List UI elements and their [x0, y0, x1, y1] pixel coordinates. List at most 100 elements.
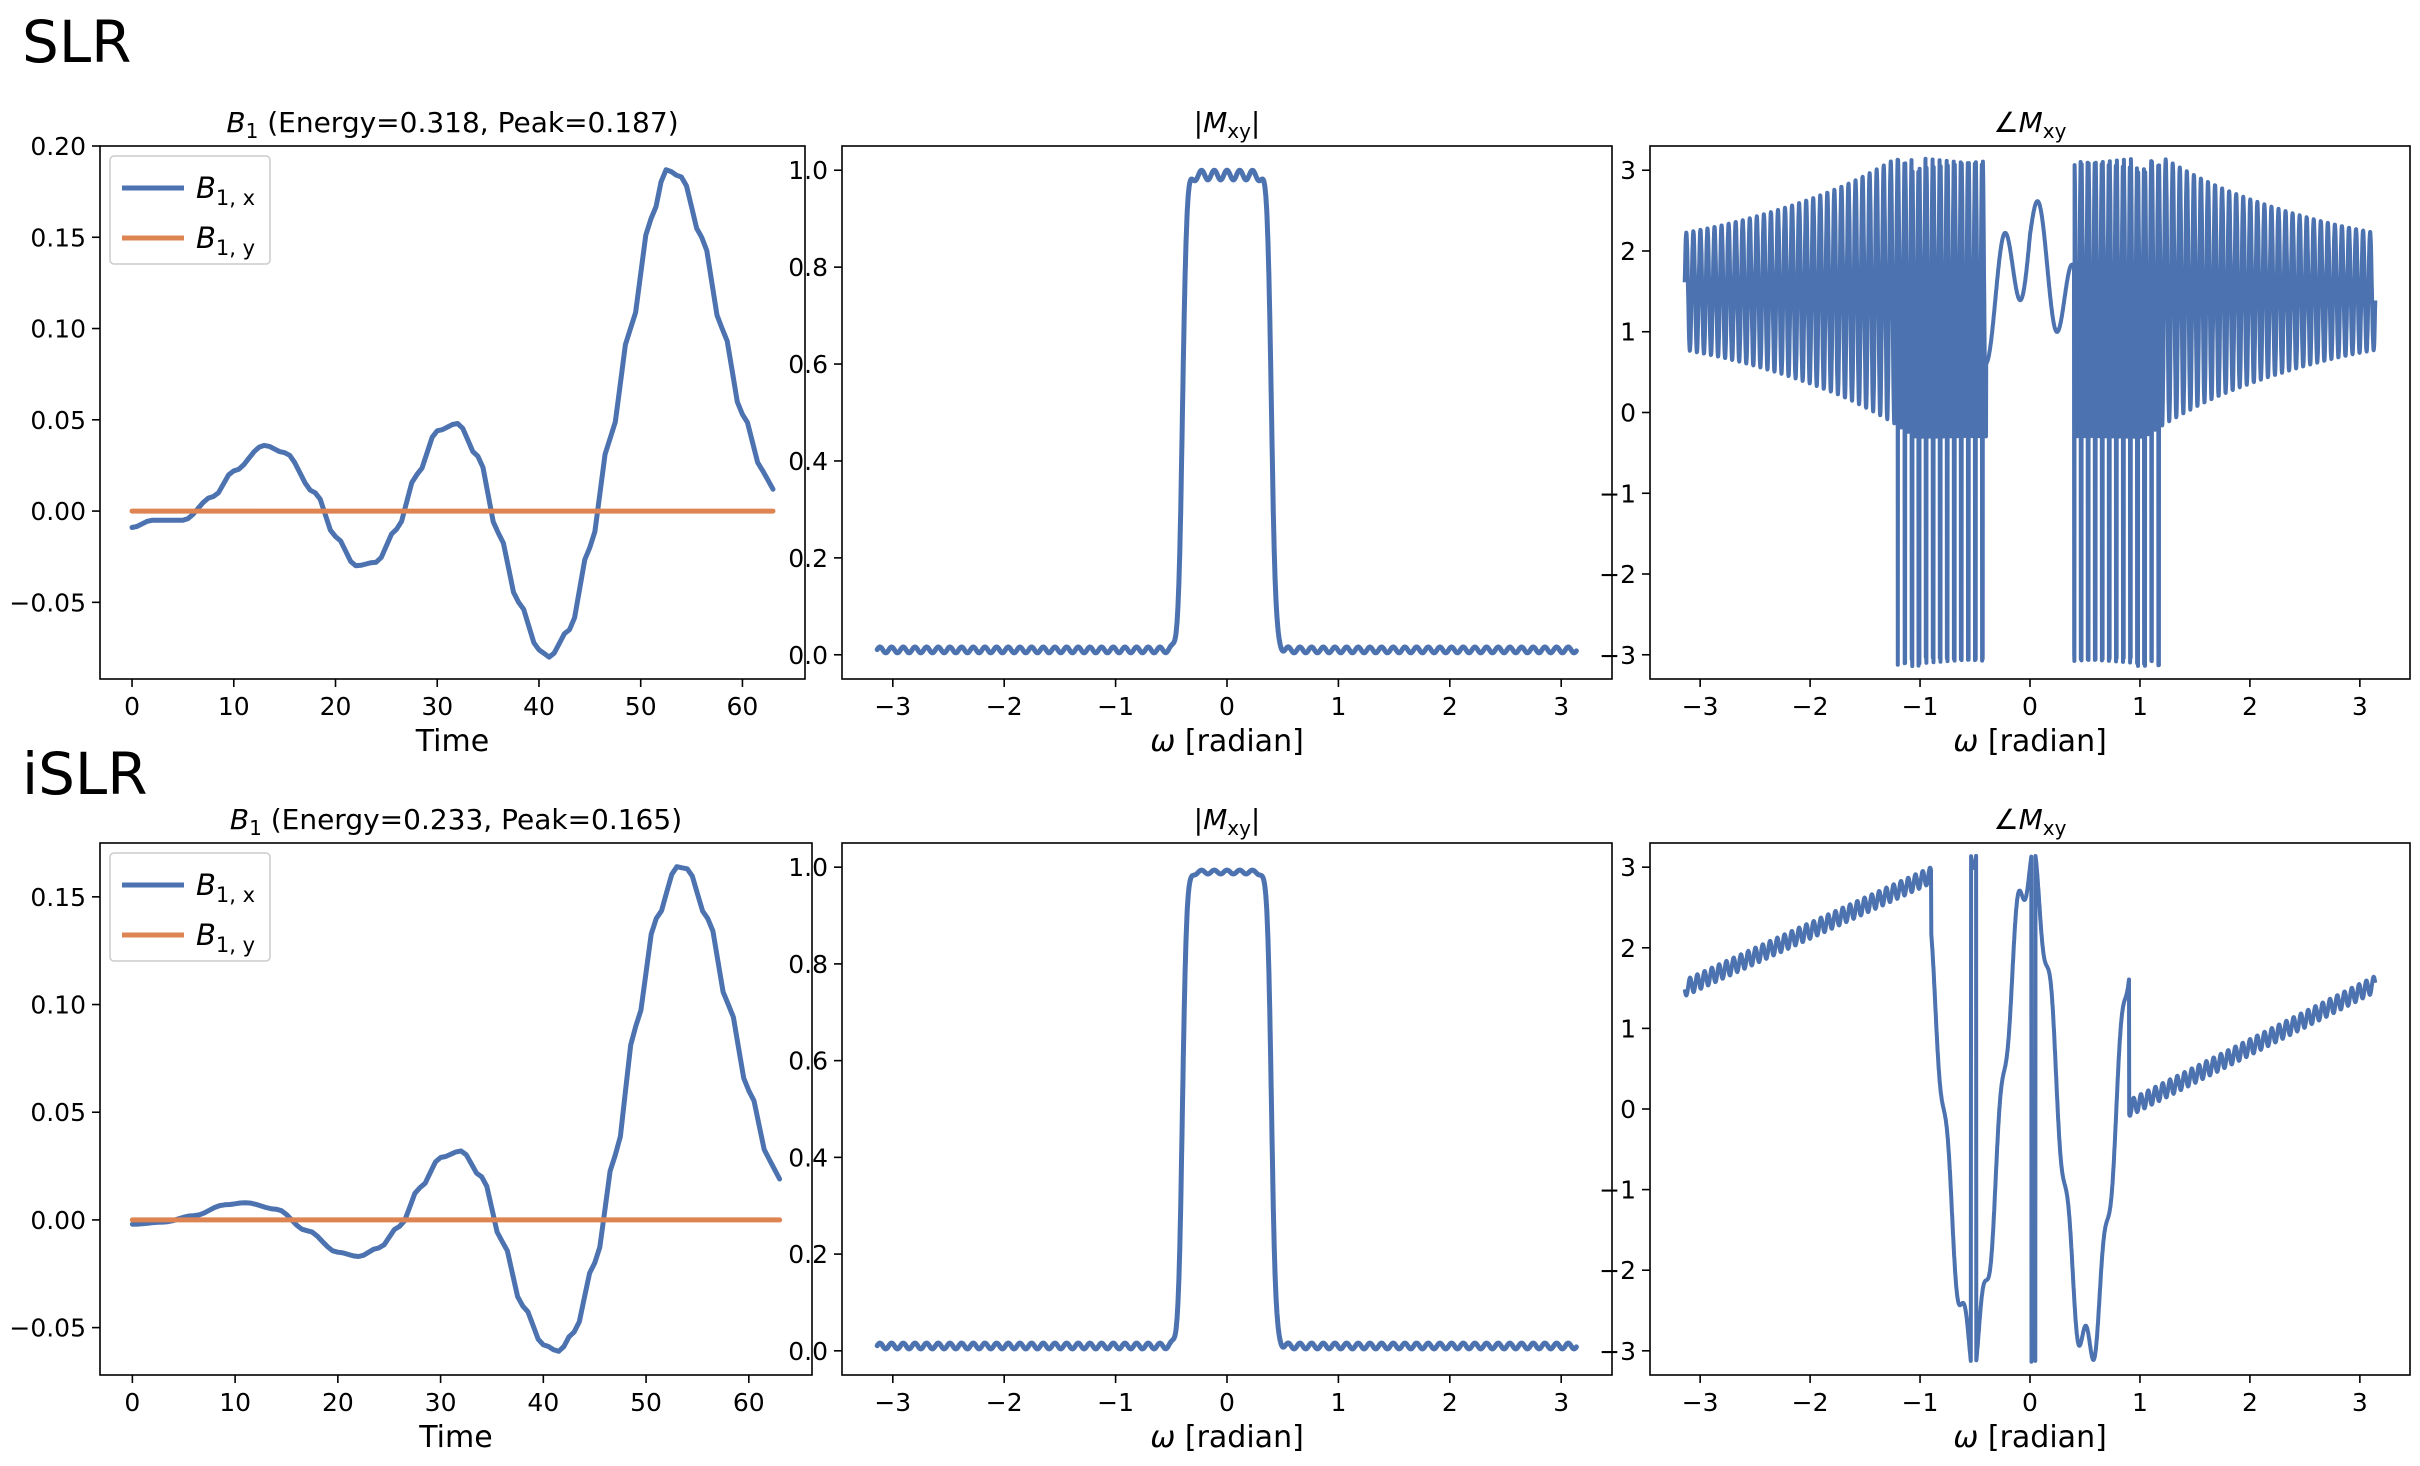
y-tick-label: 0.05 [30, 406, 86, 435]
y-tick-label: −2 [1599, 560, 1636, 589]
chart-panel-4: −3 −2 −1 0 1 2 3 0.0 0.2 0.4 0.6 0.8 1.0 |Mxy| ω [radi… [788, 803, 1613, 1455]
x-tick-label: 3 [1553, 1388, 1569, 1417]
y-tick-label: 1.0 [788, 853, 828, 882]
y-tick-label: 0.0 [788, 641, 828, 670]
y-tick-label: 1 [1620, 1014, 1636, 1043]
y-tick-label: 1.0 [788, 156, 828, 185]
x-tick-label: 10 [218, 692, 250, 721]
x-tick-label: −1 [1097, 1388, 1134, 1417]
x-tick-label: 3 [1553, 692, 1569, 721]
chart-panel-2: −3 −2 −1 0 1 2 3 −3 −2 −1 0 1 2 3 ∠Mxy ω [radian] [1599, 106, 2411, 759]
x-tick-label: 1 [2132, 692, 2148, 721]
x-tick-label: 60 [733, 1388, 765, 1417]
x-axis-label: ω [radian] [1150, 724, 1304, 759]
x-tick-label: 1 [1330, 692, 1346, 721]
x-tick-label: 0 [2022, 1388, 2038, 1417]
x-tick-label: 2 [1442, 1388, 1458, 1417]
y-tick-label: −0.05 [9, 588, 86, 617]
x-tick-label: −2 [1792, 1388, 1829, 1417]
x-tick-label: −1 [1902, 1388, 1939, 1417]
axes-frame [99, 842, 813, 1376]
x-axis-label: ω [radian] [1953, 1420, 2107, 1455]
chart-panel-3: 0 10 20 30 40 50 60 −0.05 0.00 0.05 0.10 0.15 B1 (En… [9, 803, 813, 1455]
x-tick-label: 1 [2132, 1388, 2148, 1417]
x-tick-label: 2 [2242, 1388, 2258, 1417]
panel-title: B1 (Energy=0.318, Peak=0.187) [226, 106, 678, 143]
legend-label: B1, y [196, 918, 255, 957]
x-tick-label: −3 [1682, 1388, 1719, 1417]
plot-area [874, 167, 1579, 656]
x-tick-label: 0 [1219, 692, 1235, 721]
y-tick-label: 0.15 [30, 883, 86, 912]
legend-label: B1, y [196, 221, 255, 260]
series-line-b1x [129, 167, 776, 660]
y-tick-label: 0.6 [788, 1047, 828, 1076]
x-tick-label: 0 [124, 692, 140, 721]
y-tick-label: −1 [1599, 1176, 1636, 1205]
row-label-slr: SLR [22, 8, 132, 76]
axes-frame [1649, 145, 2411, 680]
panel-title: |Mxy| [1194, 106, 1261, 143]
y-tick-label: 0.0 [788, 1337, 828, 1366]
x-axis-label: Time [415, 724, 489, 759]
axes-frame [841, 145, 1613, 680]
y-tick-label: −2 [1599, 1256, 1636, 1285]
x-tick-label: −2 [986, 692, 1023, 721]
y-tick-label: 0.8 [788, 253, 828, 282]
y-tick-label: 0.8 [788, 950, 828, 979]
chart-panel-1: −3 −2 −1 0 1 2 3 0.0 0.2 0.4 0.6 0.8 1.0 |Mxy| ω [radi… [788, 106, 1613, 759]
x-tick-label: −2 [1792, 692, 1829, 721]
y-tick-label: 0.4 [788, 447, 828, 476]
legend-label: B1, x [196, 868, 255, 907]
y-tick-label: −3 [1599, 1337, 1636, 1366]
x-tick-label: 10 [219, 1388, 251, 1417]
y-tick-label: 0.00 [30, 497, 86, 526]
x-tick-label: 40 [523, 692, 555, 721]
x-tick-label: −1 [1902, 692, 1939, 721]
x-axis-label: Time [418, 1420, 492, 1455]
y-tick-label: 3 [1620, 156, 1636, 185]
series-line-mxy [874, 167, 1579, 656]
plot-area [129, 864, 783, 1354]
y-tick-label: 0.2 [788, 544, 828, 573]
x-tick-label: 2 [1442, 692, 1458, 721]
panel-title: ∠Mxy [1994, 106, 2067, 143]
y-tick-label: 0.2 [788, 1240, 828, 1269]
x-tick-label: 50 [630, 1388, 662, 1417]
x-tick-label: −3 [1682, 692, 1719, 721]
x-tick-label: 2 [2242, 692, 2258, 721]
axes-frame [1649, 842, 2411, 1376]
chart-panel-5: −3 −2 −1 0 1 2 3 −3 −2 −1 0 1 2 3 ∠Mxy ω [radian] [1599, 803, 2411, 1455]
x-tick-label: 30 [421, 692, 453, 721]
y-tick-label: 1 [1620, 318, 1636, 347]
panel-title: |Mxy| [1194, 803, 1261, 840]
axes-frame [841, 842, 1613, 1376]
plot-area [129, 167, 776, 660]
legend-label: B1, x [196, 171, 255, 210]
x-tick-label: 40 [527, 1388, 559, 1417]
plot-area [1682, 853, 2378, 1364]
x-tick-label: 0 [1219, 1388, 1235, 1417]
row-label-islr: iSLR [22, 740, 148, 808]
legend: B1, x B1, y [109, 155, 271, 265]
x-tick-label: 0 [2022, 692, 2038, 721]
panel-title: B1 (Energy=0.233, Peak=0.165) [230, 803, 682, 840]
x-axis-label: ω [radian] [1953, 724, 2107, 759]
x-tick-label: 3 [2352, 692, 2368, 721]
y-tick-label: 0.15 [30, 223, 86, 252]
x-tick-label: −3 [874, 1388, 911, 1417]
series-line-mxy [874, 867, 1579, 1352]
y-tick-label: 3 [1620, 853, 1636, 882]
x-tick-label: 60 [727, 692, 759, 721]
x-tick-label: 3 [2352, 1388, 2368, 1417]
chart-panel-0: 0 10 20 30 40 50 60 −0.05 0.00 0.05 0.10 0.15 0.20 B1… [9, 106, 806, 759]
y-tick-label: 0.20 [30, 132, 86, 161]
y-tick-label: 0.4 [788, 1143, 828, 1172]
y-tick-label: 0 [1620, 1095, 1636, 1124]
y-tick-label: 0.6 [788, 350, 828, 379]
x-tick-label: 0 [124, 1388, 140, 1417]
y-tick-label: 0.05 [30, 1098, 86, 1127]
y-tick-label: 0 [1620, 399, 1636, 428]
x-tick-label: −3 [874, 692, 911, 721]
